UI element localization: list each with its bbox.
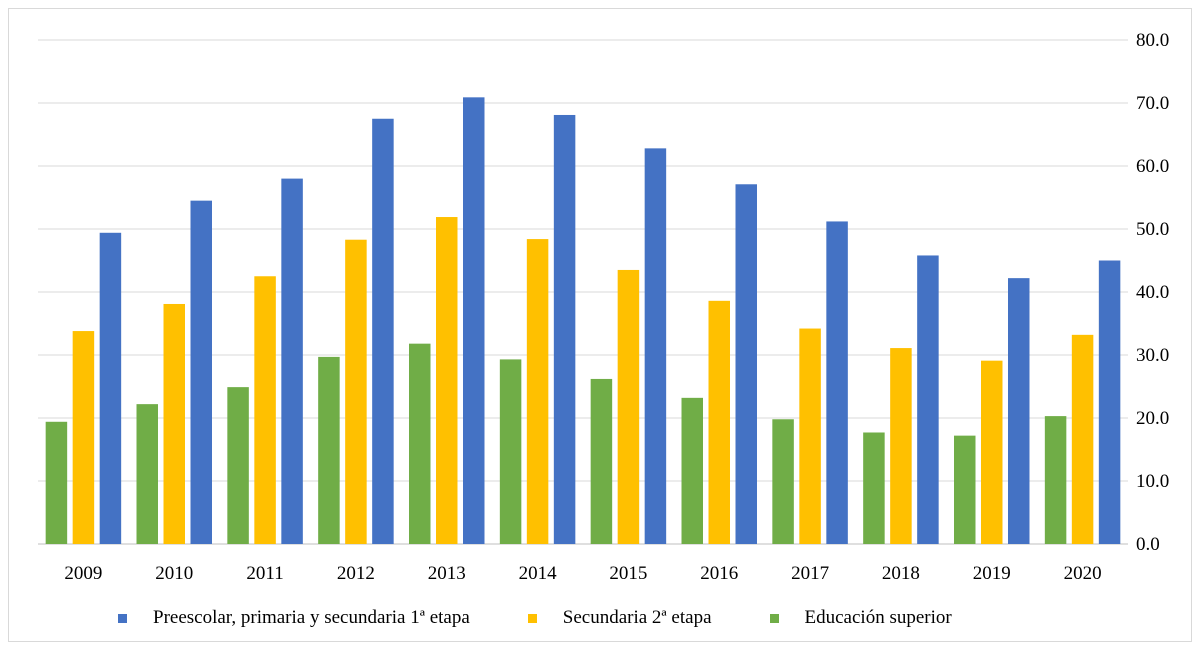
bar <box>617 269 640 544</box>
bar <box>72 331 95 544</box>
bar <box>99 232 122 544</box>
bar <box>708 300 730 544</box>
y-tick-label: 60.0 <box>1136 156 1169 177</box>
legend-item: Secundaria 2ª etapa <box>527 607 712 629</box>
legend-item: Preescolar, primaria y secundaria 1ª eta… <box>118 607 470 629</box>
bar <box>772 419 794 544</box>
y-tick-label: 20.0 <box>1136 408 1169 429</box>
bar <box>227 387 249 544</box>
bar <box>590 378 613 544</box>
bar <box>136 404 158 544</box>
bar <box>281 178 303 544</box>
x-tick-label: 2020 <box>1064 563 1102 584</box>
x-tick-label: 2019 <box>973 563 1011 584</box>
bar <box>463 97 485 544</box>
x-tick-label: 2011 <box>246 563 283 584</box>
y-tick-label: 80.0 <box>1136 30 1169 51</box>
bar <box>681 397 703 544</box>
x-tick-label: 2017 <box>791 563 829 584</box>
bar <box>190 200 212 544</box>
bar <box>409 343 431 544</box>
bar <box>254 276 276 544</box>
bar <box>526 239 549 544</box>
x-tick-label: 2013 <box>428 563 466 584</box>
bar <box>45 421 68 544</box>
y-tick-label: 50.0 <box>1136 219 1169 240</box>
x-tick-label: 2010 <box>155 563 193 584</box>
bar <box>1071 334 1094 544</box>
bar <box>735 184 757 544</box>
y-tick-label: 40.0 <box>1136 282 1169 303</box>
x-tick-label: 2014 <box>519 563 558 584</box>
bar <box>826 221 848 544</box>
bar <box>345 239 367 544</box>
legend-swatch <box>527 613 537 623</box>
bar <box>644 148 667 545</box>
x-tick-label: 2016 <box>700 563 738 584</box>
y-tick-label: 10.0 <box>1136 471 1169 492</box>
bar <box>1008 278 1030 544</box>
bar <box>553 114 576 544</box>
bar <box>917 255 939 544</box>
bar <box>436 217 458 544</box>
bar <box>799 328 821 544</box>
bar <box>954 435 976 544</box>
bar <box>863 432 885 544</box>
y-tick-label: 70.0 <box>1136 93 1169 114</box>
legend-swatch <box>769 613 779 623</box>
x-tick-label: 2009 <box>64 563 102 584</box>
legend-swatch <box>118 613 127 623</box>
bar <box>1044 416 1067 544</box>
legend-label: Secundaria 2ª etapa <box>562 607 712 628</box>
legend-label: Educación superior <box>804 607 952 628</box>
x-tick-label: 2015 <box>609 563 647 584</box>
legend-label: Preescolar, primaria y secundaria 1ª eta… <box>153 607 470 628</box>
chart-legend: Preescolar, primaria y secundaria 1ª eta… <box>118 607 952 629</box>
bar <box>372 118 394 544</box>
bar <box>499 359 522 544</box>
y-tick-label: 30.0 <box>1136 345 1169 366</box>
x-tick-label: 2018 <box>882 563 920 584</box>
bar <box>890 348 912 544</box>
bar <box>318 356 340 544</box>
x-tick-label: 2012 <box>337 563 375 584</box>
bar <box>981 360 1003 544</box>
legend-item: Educación superior <box>769 607 952 629</box>
bar <box>1098 260 1121 544</box>
bar <box>163 303 185 544</box>
y-tick-label: 0.0 <box>1136 534 1160 555</box>
